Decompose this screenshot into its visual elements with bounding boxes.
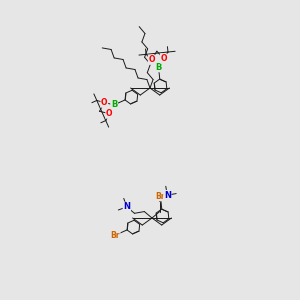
Text: N: N (123, 202, 130, 211)
Text: B: B (155, 63, 162, 72)
Text: N: N (164, 190, 171, 200)
Text: O: O (106, 109, 112, 118)
Text: O: O (148, 55, 155, 64)
Text: B: B (111, 100, 117, 109)
Text: Br: Br (156, 192, 165, 201)
Text: Br: Br (110, 231, 120, 240)
Text: O: O (101, 98, 108, 107)
Text: O: O (160, 54, 167, 63)
